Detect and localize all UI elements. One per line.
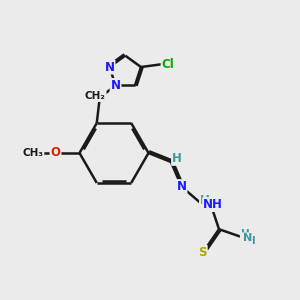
Text: H: H (200, 194, 210, 207)
Text: CH₂: CH₂ (85, 91, 106, 101)
Text: N: N (176, 180, 187, 193)
Text: N: N (243, 233, 252, 243)
Text: N: N (105, 61, 115, 74)
Text: N: N (111, 79, 121, 92)
Text: NH: NH (203, 198, 223, 211)
Text: H: H (241, 229, 250, 239)
Text: H: H (247, 236, 256, 246)
Text: Cl: Cl (162, 58, 174, 70)
Text: S: S (198, 246, 207, 259)
Text: O: O (50, 146, 61, 160)
Text: H: H (172, 152, 182, 165)
Text: CH₃: CH₃ (22, 148, 44, 158)
